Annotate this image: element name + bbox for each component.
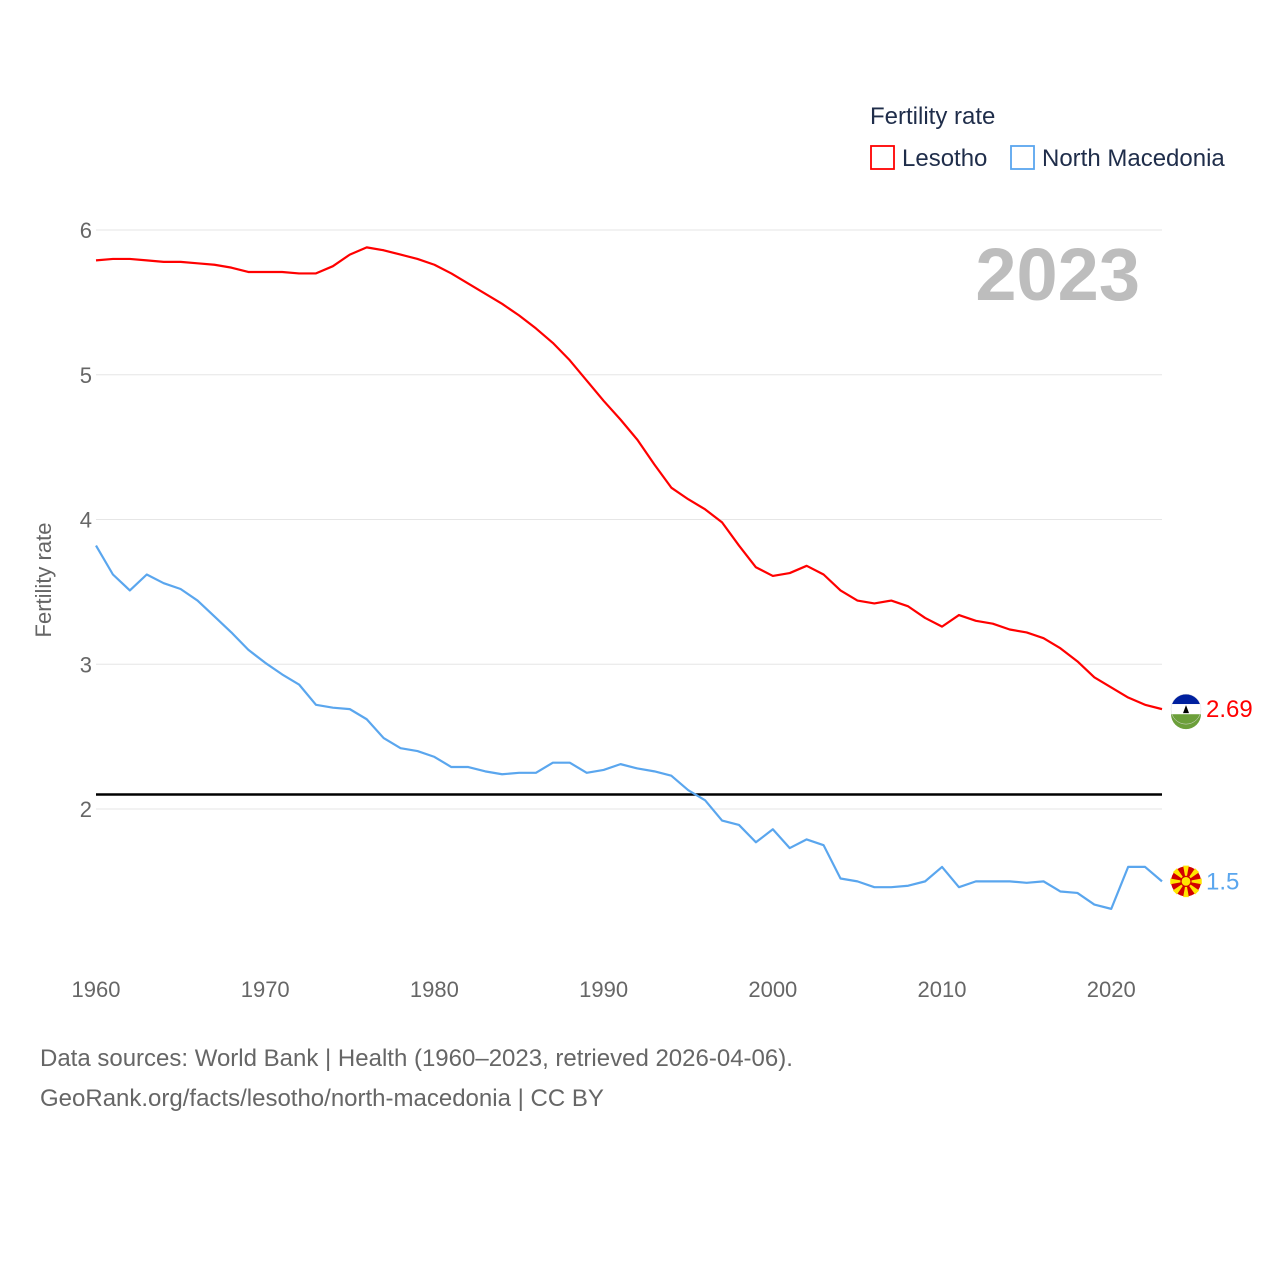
legend-swatch <box>870 145 895 170</box>
y-tick-label: 5 <box>80 363 92 388</box>
legend: Lesotho North Macedonia <box>870 145 1225 172</box>
y-tick-label: 3 <box>80 652 92 677</box>
y-tick-label: 2 <box>80 797 92 822</box>
y-tick-label: 6 <box>80 218 92 243</box>
series-line-north-macedonia <box>95 544 1163 910</box>
year-label: 2023 <box>975 233 1140 316</box>
legend-item-label: North Macedonia <box>1042 145 1225 172</box>
lesotho-flag-icon <box>1170 693 1202 730</box>
credit-link[interactable]: GeoRank.org/facts/lesotho/north-macedoni… <box>40 1085 604 1112</box>
y-tick-label: 4 <box>80 508 92 533</box>
legend-title: Fertility rate <box>870 103 995 130</box>
x-tick-label: 2000 <box>748 977 797 1002</box>
series-line-lesotho <box>95 246 1163 711</box>
x-tick-label: 1980 <box>410 977 459 1002</box>
y-axis-label: Fertility rate <box>31 523 56 638</box>
end-value-label: 2.69 <box>1206 696 1253 723</box>
x-tick-label: 1960 <box>72 977 121 1002</box>
x-tick-label: 1990 <box>579 977 628 1002</box>
x-tick-label: 2020 <box>1087 977 1136 1002</box>
legend-swatch <box>1010 145 1035 170</box>
north-macedonia-flag-icon <box>1170 865 1202 898</box>
legend-item-label: Lesotho <box>902 145 987 172</box>
data-sources: Data sources: World Bank | Health (1960–… <box>40 1045 793 1072</box>
end-value-label: 1.5 <box>1206 868 1239 895</box>
x-tick-label: 2010 <box>918 977 967 1002</box>
x-tick-label: 1970 <box>241 977 290 1002</box>
